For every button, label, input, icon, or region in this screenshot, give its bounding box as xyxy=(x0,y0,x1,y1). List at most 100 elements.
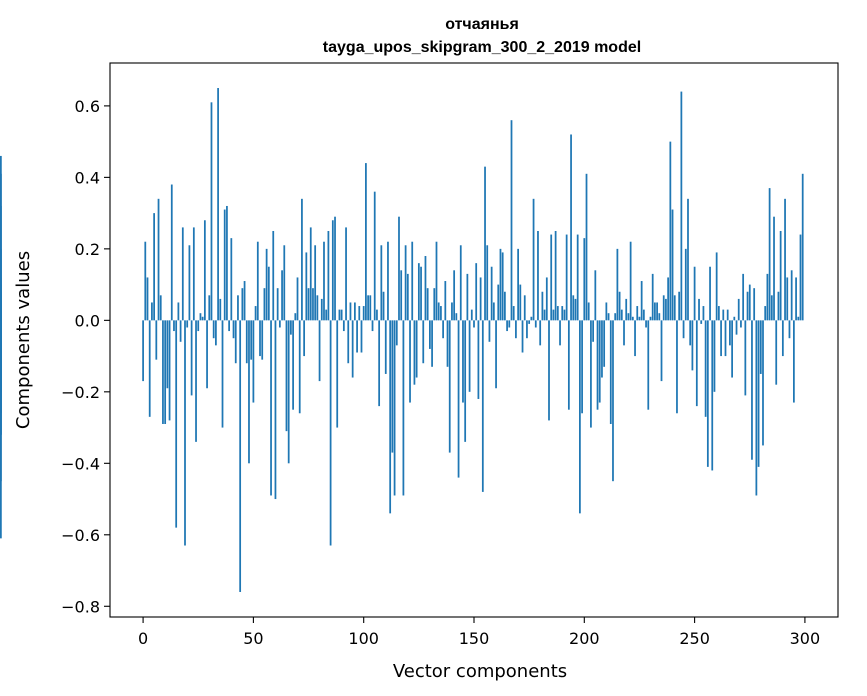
bar-275 xyxy=(748,284,751,321)
y-tick-label: −0.8 xyxy=(61,597,100,616)
bar-241 xyxy=(673,295,676,321)
bar-257 xyxy=(709,266,711,321)
bar-32 xyxy=(212,320,215,339)
bar-21 xyxy=(188,245,191,321)
bar-109 xyxy=(382,291,385,321)
bar-291 xyxy=(784,198,786,321)
bar-186 xyxy=(552,309,555,321)
bar-266 xyxy=(729,320,731,346)
bar-118 xyxy=(402,320,405,496)
bar-148 xyxy=(468,320,471,392)
bar-273 xyxy=(744,320,747,396)
bar-259 xyxy=(713,320,716,392)
bar-214 xyxy=(614,313,617,321)
bar-18 xyxy=(181,227,184,321)
bar-264 xyxy=(724,320,727,357)
bar-163 xyxy=(501,252,504,321)
bar-95 xyxy=(351,320,354,378)
bar-297 xyxy=(797,316,800,321)
bar-271 xyxy=(740,320,742,328)
bar-201 xyxy=(585,173,588,321)
bar-233 xyxy=(656,302,658,321)
bar-72 xyxy=(301,198,303,321)
bar-20 xyxy=(186,320,189,328)
bar-79 xyxy=(316,295,319,321)
bar-74 xyxy=(305,252,308,321)
bar-86 xyxy=(331,220,334,321)
bar-103 xyxy=(369,295,372,321)
bar-184 xyxy=(548,320,550,421)
bar-59 xyxy=(272,230,275,321)
bar-126 xyxy=(420,266,422,321)
bar-287 xyxy=(775,320,778,385)
bar-17 xyxy=(179,320,182,342)
bar-154 xyxy=(481,320,484,492)
bar-247 xyxy=(687,198,689,321)
bar-270 xyxy=(737,298,740,321)
bar-62 xyxy=(278,320,281,328)
bar-245 xyxy=(682,320,685,339)
bar-159 xyxy=(492,302,495,321)
bar-232 xyxy=(654,302,656,321)
bar-13 xyxy=(170,184,173,321)
bar-146 xyxy=(464,320,467,442)
bar-290 xyxy=(781,320,784,357)
bar-237 xyxy=(665,298,667,321)
bar-141 xyxy=(453,270,456,321)
bar-279 xyxy=(757,320,760,467)
x-tick-label: 200 xyxy=(569,629,600,648)
bar-161 xyxy=(497,284,500,321)
bar-231 xyxy=(651,273,654,321)
bar-undefined xyxy=(0,320,2,539)
bars-group xyxy=(0,88,804,592)
bar-64 xyxy=(283,245,286,321)
y-tick-label: 0.4 xyxy=(75,168,100,187)
bar-30 xyxy=(208,295,211,321)
bar-113 xyxy=(391,320,394,453)
bar-265 xyxy=(726,309,729,321)
x-tick-label: 150 xyxy=(459,629,490,648)
bar-16 xyxy=(177,302,180,321)
x-tick-label: 250 xyxy=(679,629,710,648)
bar-208 xyxy=(601,320,603,378)
bar-92 xyxy=(345,227,347,321)
bar-97 xyxy=(356,320,358,353)
bar-46 xyxy=(243,281,246,321)
bar-171 xyxy=(519,284,522,321)
bar-60 xyxy=(274,320,277,500)
bar-134 xyxy=(437,302,440,321)
bar-140 xyxy=(451,302,453,321)
bar-22 xyxy=(190,320,193,396)
bar-249 xyxy=(691,320,694,371)
bar-10 xyxy=(164,320,167,424)
bar-236 xyxy=(662,295,665,321)
bar-238 xyxy=(667,277,670,321)
bar-23 xyxy=(192,227,195,321)
bar-222 xyxy=(631,316,634,321)
bar-189 xyxy=(559,320,561,346)
bar-268 xyxy=(733,316,736,321)
bar-181 xyxy=(541,291,544,321)
bar-267 xyxy=(731,320,733,378)
bar-34 xyxy=(217,88,219,321)
bar-61 xyxy=(276,288,279,321)
bar-217 xyxy=(620,309,623,321)
bar-99 xyxy=(360,320,363,353)
bar-135 xyxy=(440,306,442,321)
bar-136 xyxy=(442,320,444,339)
bar-234 xyxy=(658,313,661,321)
bar-210 xyxy=(605,302,608,321)
bar-69 xyxy=(294,313,297,321)
x-axis: 0 50 100 150 200 250 300 xyxy=(138,617,820,648)
bar-68 xyxy=(292,320,294,410)
bar-3 xyxy=(148,320,151,417)
bar-127 xyxy=(422,320,425,364)
bar-228 xyxy=(645,320,647,328)
bar-207 xyxy=(598,320,601,403)
chart-subtitle: tayga_upos_skipgram_300_2_2019 model xyxy=(323,39,641,56)
bar-149 xyxy=(470,309,473,321)
bar-124 xyxy=(415,320,418,378)
bar-151 xyxy=(475,263,478,321)
bar-73 xyxy=(303,320,306,357)
bar-200 xyxy=(583,238,586,321)
